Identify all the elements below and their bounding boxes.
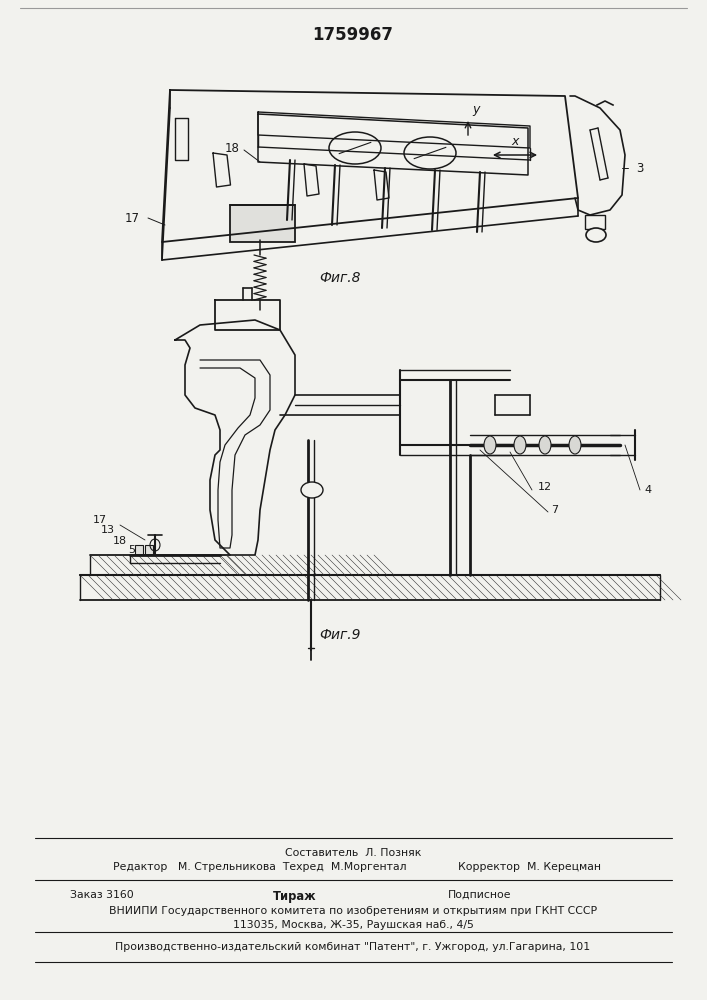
Bar [585,215,605,229]
Text: 17: 17 [93,515,107,525]
Text: Составитель  Л. Позняк: Составитель Л. Позняк [285,848,421,858]
Text: Редактор   М. Стрельникова  Техред  М.Моргентал: Редактор М. Стрельникова Техред М.Морген… [113,862,407,872]
Text: 5: 5 [129,545,136,555]
Text: Фиг.8: Фиг.8 [320,271,361,285]
Ellipse shape [301,482,323,498]
Ellipse shape [484,436,496,454]
Text: Корректор  М. Керецман: Корректор М. Керецман [459,862,602,872]
Text: Фиг.9: Фиг.9 [320,628,361,642]
Text: 1759967: 1759967 [312,26,394,44]
Text: ВНИИПИ Государственного комитета по изобретениям и открытиям при ГКНТ СССР: ВНИИПИ Государственного комитета по изоб… [109,906,597,916]
Text: 12: 12 [538,482,552,492]
Bar [230,205,295,242]
Bar [145,545,153,555]
Text: 7: 7 [551,505,559,515]
Text: Подписное: Подписное [448,890,512,900]
Text: 18: 18 [225,141,240,154]
Ellipse shape [569,436,581,454]
Text: Тираж: Тираж [273,890,317,903]
Text: 13: 13 [101,525,115,535]
Text: y: y [472,103,479,116]
Text: x: x [511,135,519,148]
Ellipse shape [514,436,526,454]
Text: 113035, Москва, Ж-35, Раушская наб., 4/5: 113035, Москва, Ж-35, Раушская наб., 4/5 [233,920,474,930]
Text: 3: 3 [636,161,643,174]
Text: Заказ 3160: Заказ 3160 [70,890,134,900]
Text: Производственно-издательский комбинат "Патент", г. Ужгород, ул.Гагарина, 101: Производственно-издательский комбинат "П… [115,942,590,952]
Ellipse shape [539,436,551,454]
Bar [135,545,143,555]
Text: 4: 4 [645,485,652,495]
Text: 18: 18 [113,536,127,546]
Text: 17: 17 [124,212,139,225]
Ellipse shape [586,228,606,242]
